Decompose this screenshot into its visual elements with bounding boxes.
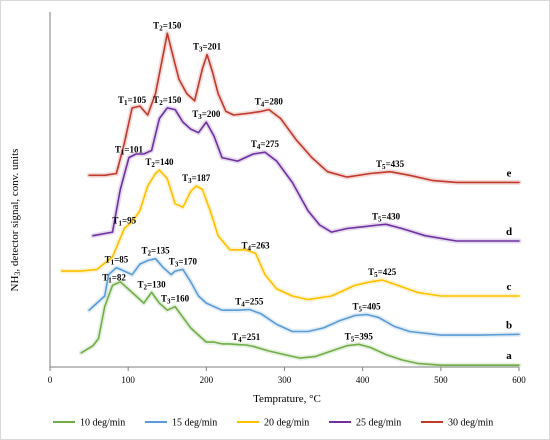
x-tick-label: 600 [512, 375, 526, 385]
series-line [80, 280, 520, 367]
curve-letter: e [507, 167, 512, 179]
curve-letter: c [507, 281, 512, 293]
legend-label: 20 deg/min [264, 418, 309, 429]
x-tick-label: 400 [356, 375, 370, 385]
x-tick-label: 500 [434, 375, 448, 385]
axes: 0 100 200 300 400 500 600 [48, 12, 526, 385]
curve-letter: a [506, 350, 512, 362]
legend-label: 10 deg/min [80, 418, 125, 429]
curve-letter: d [506, 226, 512, 238]
legend-label: 30 deg/min [448, 418, 493, 429]
x-tick-label: 300 [278, 375, 292, 385]
series-line [92, 107, 520, 242]
x-tick-label: 0 [48, 375, 53, 385]
series-line [88, 32, 520, 184]
series-lines [59, 30, 522, 368]
x-tick-label: 100 [121, 375, 135, 385]
legend-label: 15 deg/min [172, 418, 217, 429]
x-tick-label: 200 [200, 375, 214, 385]
curve-letter: b [506, 319, 512, 331]
legend: 10 deg/min 15 deg/min 20 deg/min 25 deg/min… [53, 418, 493, 429]
curve-letters: a b c d e [506, 167, 512, 362]
y-axis-title: NH3, detector signal, conv. units [9, 149, 22, 292]
series-line [60, 169, 520, 301]
x-axis-title: Temprature, °C [253, 393, 321, 405]
legend-label: 25 deg/min [356, 418, 401, 429]
series-line [88, 257, 520, 336]
